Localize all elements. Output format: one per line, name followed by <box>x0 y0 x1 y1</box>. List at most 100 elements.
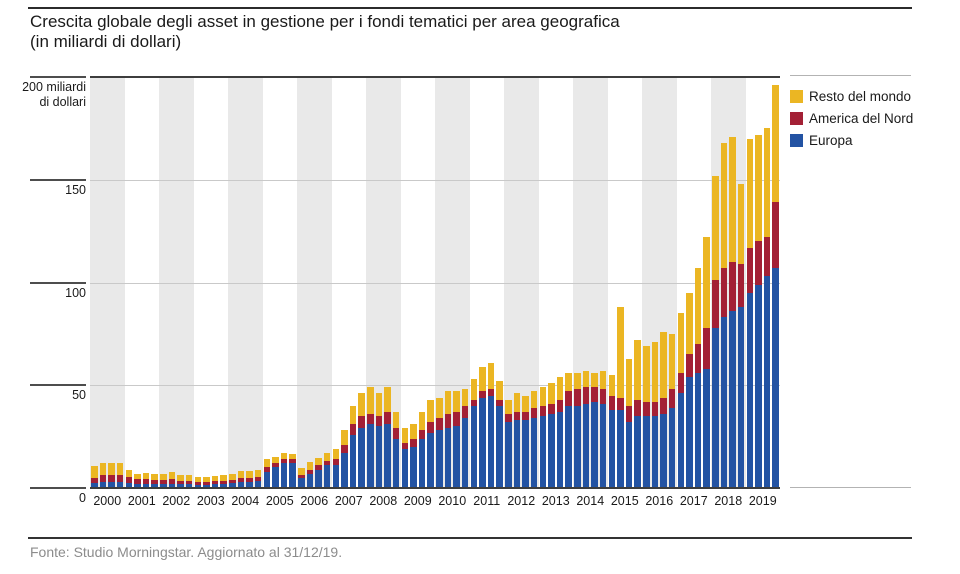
bar-2005-q4-europa <box>289 463 296 488</box>
bar-2014-q2-resto-del-mondo <box>582 370 590 388</box>
bar-2000-q3-america-del-nord <box>108 474 115 482</box>
y-tick-label-200: 200 miliardi di dollari <box>22 80 86 109</box>
bar-2001-q3-america-del-nord <box>142 478 150 484</box>
bar-2013-q3-america-del-nord <box>556 399 564 412</box>
bar-2015-q2-america-del-nord <box>617 397 624 410</box>
bar-2015-q3-america-del-nord <box>625 405 633 423</box>
bar-2008-q3-resto-del-mondo <box>384 387 391 412</box>
bar-2008-q3-europa <box>384 424 391 488</box>
bar-2006-q3-resto-del-mondo <box>315 458 322 466</box>
bar-2011-q1-europa <box>470 405 478 488</box>
bar-2004-q2-america-del-nord <box>237 477 245 482</box>
y-tick-label-100: 100 <box>65 285 86 300</box>
bar-2009-q2-europa <box>410 446 417 488</box>
y-tick-label-150: 150 <box>65 182 86 197</box>
bar-2013-q3-europa <box>556 411 564 488</box>
bar-2007-q1-resto-del-mondo <box>332 448 340 460</box>
x-tick-label-2002: 2002 <box>162 494 191 508</box>
bar-2012-q2-america-del-nord <box>513 411 521 421</box>
bar-2019-q4-europa <box>772 268 779 488</box>
bar-2007-q2-resto-del-mondo <box>341 430 348 445</box>
bar-2006-q2-america-del-nord <box>306 469 314 474</box>
bar-2016-q4-resto-del-mondo <box>668 333 676 390</box>
bar-2000-q4-america-del-nord <box>116 474 124 482</box>
bar-2009-q3-america-del-nord <box>418 430 426 439</box>
bar-2008-q4-america-del-nord <box>392 428 400 439</box>
bar-2007-q4-america-del-nord <box>358 416 365 429</box>
bar-2005-q3-resto-del-mondo <box>280 453 288 460</box>
bar-2010-q2-europa <box>444 428 452 488</box>
x-tick-label-2019: 2019 <box>748 494 777 508</box>
bar-2002-q3-europa <box>177 483 184 488</box>
gridline-150 <box>90 179 780 181</box>
bar-2007-q3-resto-del-mondo <box>349 405 357 425</box>
bar-2010-q4-america-del-nord <box>461 405 469 419</box>
bar-2019-q3-america-del-nord <box>763 237 771 277</box>
x-tick-label-2014: 2014 <box>576 494 605 508</box>
x-tick-label-2016: 2016 <box>645 494 674 508</box>
bar-2003-q3-america-del-nord <box>211 480 219 484</box>
bar-2004-q4-europa <box>254 480 262 488</box>
bar-2004-q2-resto-del-mondo <box>237 470 245 478</box>
bar-2017-q3-america-del-nord <box>694 344 702 373</box>
bar-2014-q1-europa <box>574 405 581 488</box>
bar-2000-q1-europa <box>91 482 98 488</box>
bar-2005-q1-resto-del-mondo <box>263 459 271 468</box>
bar-2013-q1-europa <box>539 416 547 488</box>
y-tick-line-100 <box>30 281 86 284</box>
bar-2006-q1-europa <box>298 477 305 488</box>
bar-2000-q2-resto-del-mondo <box>99 463 107 475</box>
x-tick-label-2015: 2015 <box>610 494 639 508</box>
bar-2018-q1-resto-del-mondo <box>712 175 719 281</box>
bar-2016-q2-resto-del-mondo <box>651 342 659 402</box>
bar-2002-q4-america-del-nord <box>185 480 193 484</box>
bar-2012-q4-america-del-nord <box>530 407 538 419</box>
bar-2014-q2-america-del-nord <box>582 387 590 404</box>
bar-2017-q2-europa <box>686 377 693 488</box>
bar-2012-q1-europa <box>505 422 512 488</box>
gridline-50 <box>90 385 780 387</box>
bar-2012-q3-resto-del-mondo <box>522 395 529 412</box>
bar-2002-q3-america-del-nord <box>177 480 184 484</box>
bar-2012-q2-resto-del-mondo <box>513 393 521 412</box>
bar-2002-q4-resto-del-mondo <box>185 474 193 481</box>
x-axis-line <box>90 487 780 489</box>
bar-2013-q1-resto-del-mondo <box>539 387 547 406</box>
bar-2003-q4-europa <box>220 483 227 488</box>
bar-2009-q3-resto-del-mondo <box>418 411 426 431</box>
bar-2005-q2-america-del-nord <box>272 463 279 468</box>
bar-2007-q3-america-del-nord <box>349 424 357 435</box>
bar-2009-q2-resto-del-mondo <box>410 424 417 439</box>
bar-2015-q4-europa <box>634 416 641 488</box>
bar-2008-q4-resto-del-mondo <box>392 411 400 429</box>
bar-2001-q1-america-del-nord <box>125 476 133 483</box>
bar-2016-q4-europa <box>668 407 676 488</box>
bar-2014-q2-europa <box>582 403 590 488</box>
bar-2002-q1-resto-del-mondo <box>160 473 167 480</box>
bar-2001-q3-resto-del-mondo <box>142 472 150 479</box>
bar-2006-q1-resto-del-mondo <box>298 468 305 475</box>
x-tick-label-2004: 2004 <box>231 494 260 508</box>
bar-2008-q2-america-del-nord <box>375 416 383 427</box>
bar-2016-q2-europa <box>651 416 659 488</box>
x-tick-label-2003: 2003 <box>196 494 225 508</box>
bar-2011-q4-america-del-nord <box>496 399 503 406</box>
bar-2007-q4-resto-del-mondo <box>358 393 365 417</box>
bar-2000-q2-europa <box>99 481 107 488</box>
bar-2019-q4-resto-del-mondo <box>772 85 779 203</box>
bar-2018-q3-america-del-nord <box>729 261 736 312</box>
bar-2004-q2-europa <box>237 481 245 488</box>
bar-2005-q1-america-del-nord <box>263 467 271 472</box>
bar-2003-q1-america-del-nord <box>194 481 202 485</box>
bar-2011-q2-america-del-nord <box>479 391 486 398</box>
bar-2017-q4-america-del-nord <box>703 327 710 369</box>
bar-2005-q2-europa <box>272 467 279 488</box>
bar-2019-q3-europa <box>763 276 771 488</box>
bar-2019-q1-europa <box>746 292 754 488</box>
bar-2002-q2-america-del-nord <box>168 478 176 484</box>
x-tick-label-2007: 2007 <box>334 494 363 508</box>
bar-2018-q3-resto-del-mondo <box>729 136 736 262</box>
bar-2016-q3-america-del-nord <box>660 397 667 415</box>
plot-area <box>90 76 780 489</box>
y-tick-line-200 <box>30 76 86 78</box>
